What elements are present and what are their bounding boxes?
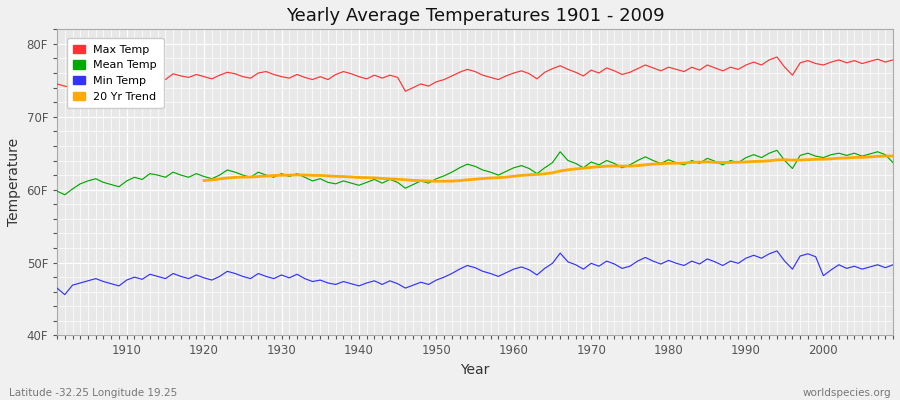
Text: Latitude -32.25 Longitude 19.25: Latitude -32.25 Longitude 19.25 [9, 388, 177, 398]
Text: worldspecies.org: worldspecies.org [803, 388, 891, 398]
Legend: Max Temp, Mean Temp, Min Temp, 20 Yr Trend: Max Temp, Mean Temp, Min Temp, 20 Yr Tre… [67, 38, 164, 108]
X-axis label: Year: Year [461, 363, 490, 377]
Title: Yearly Average Temperatures 1901 - 2009: Yearly Average Temperatures 1901 - 2009 [285, 7, 664, 25]
Y-axis label: Temperature: Temperature [7, 138, 21, 226]
